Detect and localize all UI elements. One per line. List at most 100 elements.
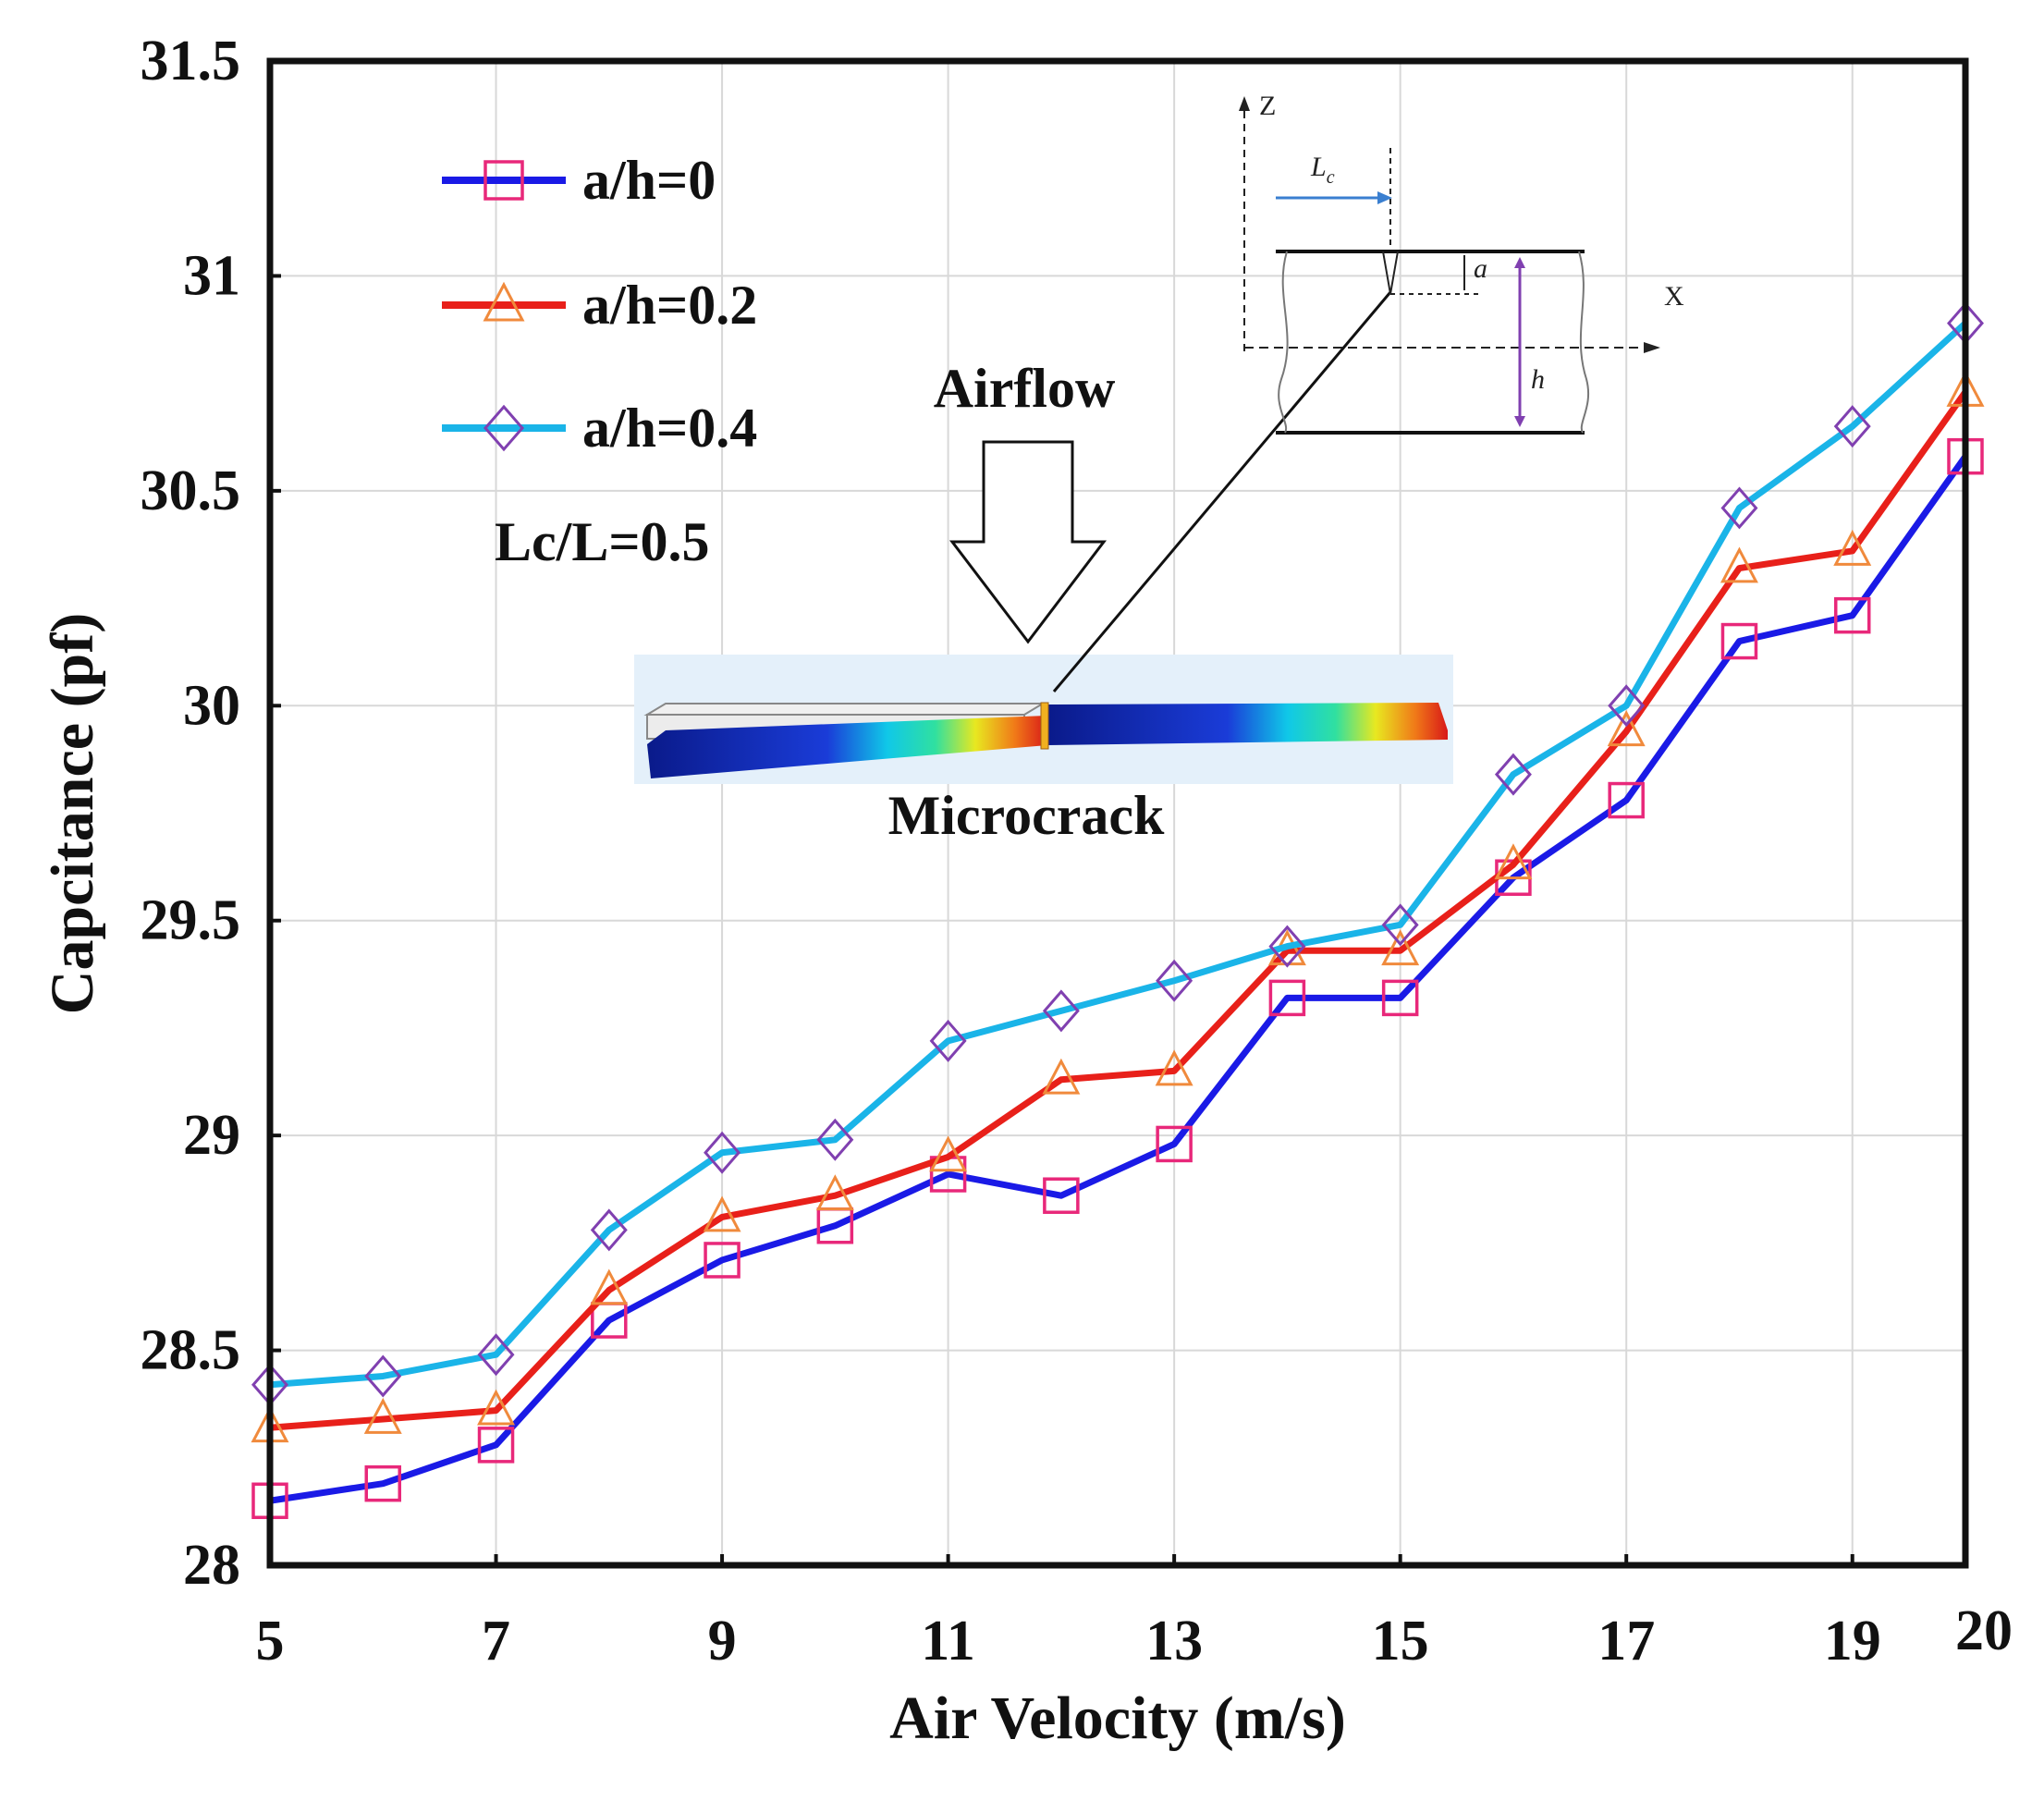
legend-label: a/h=0.2 — [582, 275, 757, 336]
x-tick-label: 5 — [256, 1610, 285, 1672]
y-axis-ticks: 28 28.5 29 29.5 30 30.5 31 31.5 — [141, 30, 281, 1597]
y-tick-label: 28.5 — [141, 1319, 241, 1382]
diagram-lc-label: Lc — [1310, 152, 1335, 188]
diagram-lc-main: L — [1310, 152, 1327, 182]
x-tick-label: 13 — [1145, 1610, 1203, 1672]
data-point-square — [1381, 979, 1419, 1017]
x-tick-label: 20 — [1955, 1599, 2013, 1662]
y-axis-title: Capcitance (pf) — [39, 613, 106, 1014]
diagram-x-label: X — [1664, 281, 1684, 312]
data-point-diamond — [477, 1333, 515, 1377]
data-point-triangle — [1042, 1058, 1081, 1095]
diagram-a-label: a — [1474, 253, 1487, 284]
deformed-beam-right — [1047, 703, 1448, 745]
data-point-triangle — [929, 1135, 968, 1172]
data-point-diamond — [1156, 959, 1193, 1002]
data-point-triangle — [1494, 843, 1533, 880]
undeformed-beam-outline — [643, 703, 1046, 716]
y-tick-label: 30.5 — [141, 459, 241, 522]
data-point-diamond — [1608, 684, 1646, 728]
data-point-triangle — [1155, 1049, 1193, 1086]
plot-frame — [266, 57, 1969, 1569]
data-point-triangle — [1833, 529, 1872, 566]
y-tick-label: 29.5 — [141, 889, 241, 952]
lc-arrow-head-icon — [1377, 191, 1392, 204]
y-tick-label: 30 — [183, 674, 240, 737]
legend-item: a/h=0.4 — [442, 398, 757, 459]
data-point-square — [1156, 1125, 1193, 1163]
data-point-diamond — [1833, 405, 1871, 448]
data-point-diamond — [816, 1118, 854, 1161]
data-point-square — [1833, 596, 1871, 634]
x-tick-label: 19 — [1824, 1610, 1881, 1672]
h-arrow-bottom-icon — [1514, 416, 1525, 427]
x-axis-title: Air Velocity (m/s) — [889, 1685, 1346, 1752]
plot-area — [270, 61, 1965, 1565]
x-tick-label: 11 — [921, 1610, 975, 1672]
data-point-square — [477, 1427, 515, 1464]
x-tick-label: 9 — [708, 1610, 737, 1672]
microcrack-label: Microcrack — [888, 785, 1165, 846]
diagram-h-label: h — [1531, 364, 1545, 395]
diagram-lc-subscript: c — [1327, 167, 1335, 188]
y-tick-label: 31 — [183, 244, 240, 307]
data-point-square — [704, 1242, 740, 1279]
data-point-triangle — [483, 281, 525, 322]
parameter-label: Lc/L=0.5 — [495, 511, 710, 572]
data-point-triangle — [477, 1389, 516, 1426]
diagram-leader-line — [1052, 291, 1392, 692]
data-point-triangle — [815, 1174, 854, 1211]
data-point-diamond — [704, 1131, 741, 1174]
data-point-triangle — [703, 1195, 741, 1232]
y-tick-label: 31.5 — [141, 30, 241, 92]
beam-right-break — [1578, 251, 1590, 434]
data-point-square — [1608, 781, 1645, 819]
beam-simulation-inset — [634, 655, 1453, 784]
legend-item: a/h=0.2 — [442, 275, 757, 336]
deformed-beam-left — [647, 716, 1047, 778]
airflow-label: Airflow — [934, 358, 1116, 419]
data-point-square — [1043, 1177, 1080, 1214]
x-tick-label: 15 — [1372, 1610, 1429, 1672]
data-point-triangle — [590, 1268, 629, 1305]
data-point-triangle — [1607, 710, 1646, 747]
legend-label: a/h=0 — [582, 150, 716, 211]
data-point-triangle — [363, 1397, 402, 1434]
data-point-square — [483, 160, 524, 201]
data-point-square — [1720, 622, 1758, 660]
y-tick-label: 29 — [183, 1104, 240, 1167]
diagram-z-label: Z — [1259, 91, 1276, 121]
series-line — [269, 389, 1968, 1431]
data-point-square — [364, 1464, 402, 1502]
data-point-triangle — [1720, 546, 1758, 583]
data-point-diamond — [483, 404, 524, 452]
x-tick-label: 17 — [1597, 1610, 1655, 1672]
airflow-arrow-icon — [949, 440, 1108, 644]
data-point-triangle — [1381, 929, 1420, 966]
data-series — [251, 301, 1985, 1520]
z-arrow-head-icon — [1239, 96, 1250, 111]
legend: a/h=0 a/h=0.2 a/h=0.4 — [442, 150, 757, 459]
legend-label: a/h=0.4 — [582, 398, 757, 459]
data-point-diamond — [1720, 486, 1758, 530]
crack-geometry-diagram: Z X Lc a h — [1052, 91, 1684, 692]
data-point-diamond — [1268, 925, 1306, 968]
beam-left-break — [1278, 251, 1289, 434]
h-arrow-top-icon — [1514, 257, 1525, 268]
y-tick-label: 28 — [183, 1534, 240, 1597]
data-point-diamond — [590, 1208, 628, 1252]
x-tick-label: 7 — [482, 1610, 510, 1672]
x-axis-ticks: 5 7 9 11 13 15 17 19 20 — [256, 1554, 2013, 1672]
data-point-diamond — [1494, 753, 1532, 796]
data-point-diamond — [1381, 903, 1419, 947]
airflow-arrow: Airflow — [934, 358, 1116, 644]
series-line — [269, 454, 1968, 1504]
x-arrow-head-icon — [1644, 342, 1660, 353]
series-1 — [251, 437, 1984, 1520]
data-point-diamond — [364, 1354, 402, 1398]
legend-item: a/h=0 — [442, 150, 716, 211]
series-line — [269, 320, 1968, 1389]
data-point-square — [1268, 979, 1306, 1017]
microcrack-marker — [1040, 702, 1049, 750]
